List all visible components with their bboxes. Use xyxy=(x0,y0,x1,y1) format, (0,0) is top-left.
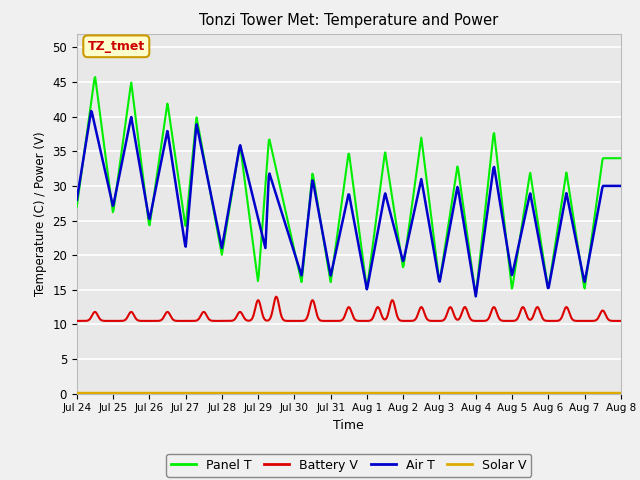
Legend: Panel T, Battery V, Air T, Solar V: Panel T, Battery V, Air T, Solar V xyxy=(166,454,531,477)
Title: Tonzi Tower Met: Temperature and Power: Tonzi Tower Met: Temperature and Power xyxy=(199,13,499,28)
Text: TZ_tmet: TZ_tmet xyxy=(88,40,145,53)
X-axis label: Time: Time xyxy=(333,419,364,432)
Y-axis label: Temperature (C) / Power (V): Temperature (C) / Power (V) xyxy=(34,132,47,296)
